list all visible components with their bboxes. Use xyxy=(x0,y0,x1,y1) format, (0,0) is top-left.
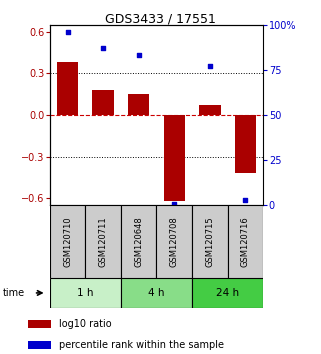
Bar xyxy=(228,205,263,278)
Text: GDS3433 / 17551: GDS3433 / 17551 xyxy=(105,12,216,25)
Bar xyxy=(50,205,85,278)
Bar xyxy=(92,90,114,115)
Bar xyxy=(28,341,51,349)
Bar xyxy=(121,278,192,308)
Text: GSM120711: GSM120711 xyxy=(99,216,108,267)
Bar xyxy=(192,278,263,308)
Bar xyxy=(164,115,185,201)
Bar xyxy=(121,205,156,278)
Point xyxy=(100,45,106,51)
Bar xyxy=(156,205,192,278)
Text: 1 h: 1 h xyxy=(77,288,94,298)
Bar xyxy=(28,320,51,329)
Point xyxy=(207,63,213,69)
Text: 24 h: 24 h xyxy=(216,288,239,298)
Bar xyxy=(128,94,149,115)
Bar xyxy=(199,105,221,115)
Bar xyxy=(50,278,121,308)
Bar xyxy=(57,62,78,115)
Text: GSM120708: GSM120708 xyxy=(170,216,179,267)
Text: 4 h: 4 h xyxy=(148,288,165,298)
Text: GSM120710: GSM120710 xyxy=(63,216,72,267)
Text: time: time xyxy=(3,288,25,298)
Bar xyxy=(235,115,256,173)
Bar xyxy=(85,205,121,278)
Point xyxy=(136,53,141,58)
Point xyxy=(243,197,248,203)
Text: GSM120715: GSM120715 xyxy=(205,216,214,267)
Bar xyxy=(192,205,228,278)
Text: percentile rank within the sample: percentile rank within the sample xyxy=(59,340,224,350)
Text: GSM120716: GSM120716 xyxy=(241,216,250,267)
Point xyxy=(65,29,70,35)
Point xyxy=(172,201,177,206)
Text: GSM120648: GSM120648 xyxy=(134,216,143,267)
Text: log10 ratio: log10 ratio xyxy=(59,319,112,329)
